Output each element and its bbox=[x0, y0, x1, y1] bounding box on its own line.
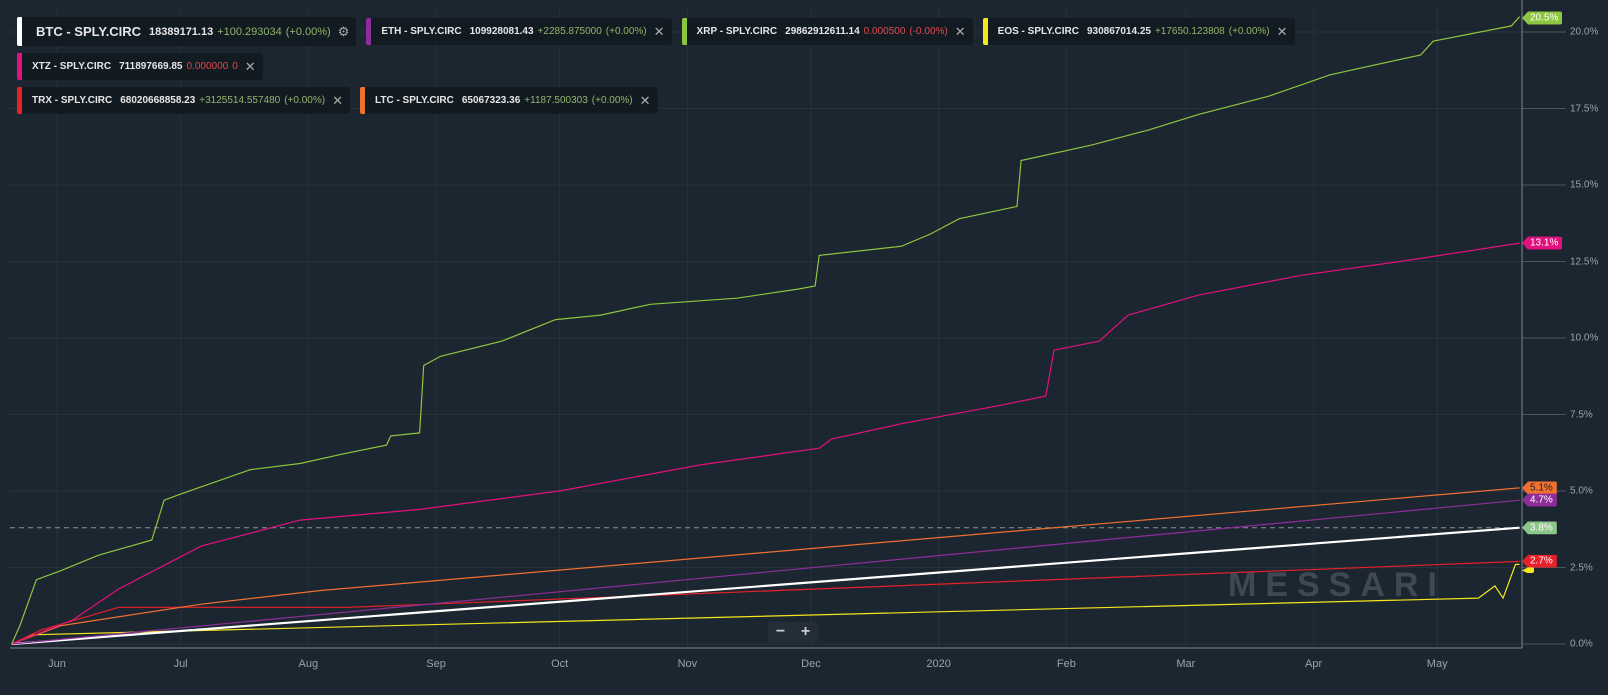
legend-value: 18389171.13 bbox=[148, 25, 214, 38]
end-badge-eth: 4.7% bbox=[1522, 493, 1557, 507]
legend-change: +100.293034 bbox=[217, 25, 282, 38]
x-tick-label: Nov bbox=[677, 658, 698, 670]
y-tick-label: 20.0% bbox=[1570, 26, 1599, 38]
x-tick-label: May bbox=[1426, 658, 1448, 670]
legend-change: +2285.875000 bbox=[537, 26, 602, 37]
y-tick-label: 12.5% bbox=[1570, 256, 1599, 267]
x-tick-label: Sep bbox=[426, 658, 446, 670]
legend-value: 68020668858.23 bbox=[120, 95, 196, 106]
legend-change-pct: 0 bbox=[232, 61, 238, 72]
series-line-eos bbox=[11, 563, 1520, 645]
legend-series-name: EOS - SPLY.CIRC bbox=[997, 26, 1079, 37]
close-icon[interactable]: ✕ bbox=[653, 23, 665, 39]
legend-change: 0.000000 bbox=[186, 61, 229, 72]
series-color-swatch bbox=[17, 17, 22, 46]
series-line-ltc bbox=[11, 487, 1520, 645]
legend-series-name: ETH - SPLY.CIRC bbox=[381, 26, 462, 37]
gear-icon[interactable]: ⚙ bbox=[337, 23, 350, 39]
y-tick-label: 2.5% bbox=[1570, 562, 1593, 573]
close-icon[interactable]: ✕ bbox=[1276, 23, 1288, 39]
legend-series-name: XTZ - SPLY.CIRC bbox=[32, 61, 112, 72]
x-tick-label: 2020 bbox=[926, 658, 951, 670]
x-tick-label: Jun bbox=[48, 658, 66, 670]
messari-watermark: MESSARI bbox=[1228, 566, 1446, 604]
series-line-trx bbox=[11, 560, 1520, 645]
legend-row: BTC - SPLY.CIRC 18389171.13 +100.293034 … bbox=[17, 17, 1512, 80]
legend-series-name: BTC - SPLY.CIRC bbox=[36, 24, 141, 39]
x-tick-label: Aug bbox=[298, 658, 319, 670]
legend-change-pct: (+0.00%) bbox=[1228, 26, 1270, 37]
x-tick-label: Dec bbox=[801, 658, 821, 670]
legend-series-name: TRX - SPLY.CIRC bbox=[32, 95, 113, 106]
legend-value: 65067323.36 bbox=[461, 95, 521, 106]
series-color-swatch bbox=[366, 18, 372, 45]
close-icon[interactable]: ✕ bbox=[244, 58, 256, 74]
y-tick-label: 10.0% bbox=[1570, 332, 1599, 344]
end-badge-xrp: 20.5% bbox=[1522, 11, 1563, 25]
series-color-swatch bbox=[982, 18, 988, 45]
legend-change-pct: (+0.00%) bbox=[605, 26, 647, 37]
x-tick-label: Jul bbox=[173, 658, 188, 670]
end-badge-ltc: 5.1% bbox=[1522, 481, 1557, 495]
close-icon[interactable]: ✕ bbox=[639, 92, 651, 108]
legend-series-name: LTC - SPLY.CIRC bbox=[374, 95, 454, 106]
y-tick-label: 15.0% bbox=[1570, 179, 1599, 191]
legend-change-pct: (-0.00%) bbox=[909, 26, 948, 37]
series-line-xrp bbox=[11, 16, 1521, 645]
x-tick-label: Oct bbox=[551, 658, 569, 670]
legend-item-btc[interactable]: BTC - SPLY.CIRC 18389171.13 +100.293034 … bbox=[17, 17, 357, 46]
legend-change: +17650.123808 bbox=[1154, 26, 1225, 37]
legend-change: 0.000500 bbox=[863, 26, 906, 37]
y-tick-label: 0.0% bbox=[1570, 638, 1593, 650]
x-tick-label: Mar bbox=[1176, 658, 1196, 670]
legend-value: 930867014.25 bbox=[1086, 26, 1151, 37]
x-tick-label: Apr bbox=[1305, 658, 1323, 670]
y-tick-label: 7.5% bbox=[1570, 409, 1593, 420]
legend-item-xtz[interactable]: XTZ - SPLY.CIRC 711897669.85 0.000000 0 … bbox=[17, 53, 263, 80]
end-badge-btc: 3.8% bbox=[1522, 521, 1557, 535]
legend-value: 29862912611.14 bbox=[785, 26, 860, 37]
legend-item-eth[interactable]: ETH - SPLY.CIRC 109928081.43 +2285.87500… bbox=[366, 18, 672, 45]
legend-change: +1187.500303 bbox=[524, 95, 588, 106]
end-badge-xtz: 13.1% bbox=[1522, 236, 1563, 250]
zoom-in-button[interactable]: + bbox=[800, 623, 811, 640]
y-tick-label: 17.5% bbox=[1570, 103, 1599, 114]
end-badge-trx: 2.7% bbox=[1522, 554, 1557, 568]
legend-row: TRX - SPLY.CIRC 68020668858.23 +3125514.… bbox=[17, 87, 1512, 114]
legend-change: +3125514.557480 bbox=[199, 95, 281, 106]
legend-value: 711897669.85 bbox=[119, 61, 183, 72]
series-line-eth bbox=[11, 499, 1520, 645]
series-color-swatch bbox=[17, 53, 22, 80]
series-line-btc bbox=[11, 526, 1520, 646]
zoom-out-button[interactable]: − bbox=[775, 623, 786, 640]
end-badge-eos bbox=[1522, 567, 1534, 574]
legend-change-pct: (+0.00%) bbox=[285, 25, 331, 38]
legend-item-trx[interactable]: TRX - SPLY.CIRC 68020668858.23 +3125514.… bbox=[17, 87, 350, 114]
close-icon[interactable]: ✕ bbox=[954, 23, 966, 39]
legend-change-pct: (+0.00%) bbox=[591, 95, 633, 106]
legend-item-ltc[interactable]: LTC - SPLY.CIRC 65067323.36 +1187.500303… bbox=[359, 87, 658, 114]
legend-change-pct: (+0.00%) bbox=[284, 95, 326, 106]
series-line-xtz bbox=[11, 242, 1520, 645]
close-icon[interactable]: ✕ bbox=[332, 92, 343, 108]
series-color-swatch bbox=[681, 18, 687, 45]
legend-item-eos[interactable]: EOS - SPLY.CIRC 930867014.25 +17650.1238… bbox=[982, 18, 1295, 45]
series-color-swatch bbox=[17, 87, 22, 114]
legend-series-name: XRP - SPLY.CIRC bbox=[696, 26, 778, 37]
legend-bar: BTC - SPLY.CIRC 18389171.13 +100.293034 … bbox=[17, 17, 1512, 114]
legend-value: 109928081.43 bbox=[469, 26, 534, 37]
zoom-controls: − + bbox=[768, 622, 818, 642]
y-tick-label: 5.0% bbox=[1570, 485, 1593, 497]
x-tick-label: Feb bbox=[1056, 658, 1076, 670]
legend-item-xrp[interactable]: XRP - SPLY.CIRC 29862912611.14 0.000500 … bbox=[681, 18, 973, 45]
series-color-swatch bbox=[359, 87, 365, 114]
